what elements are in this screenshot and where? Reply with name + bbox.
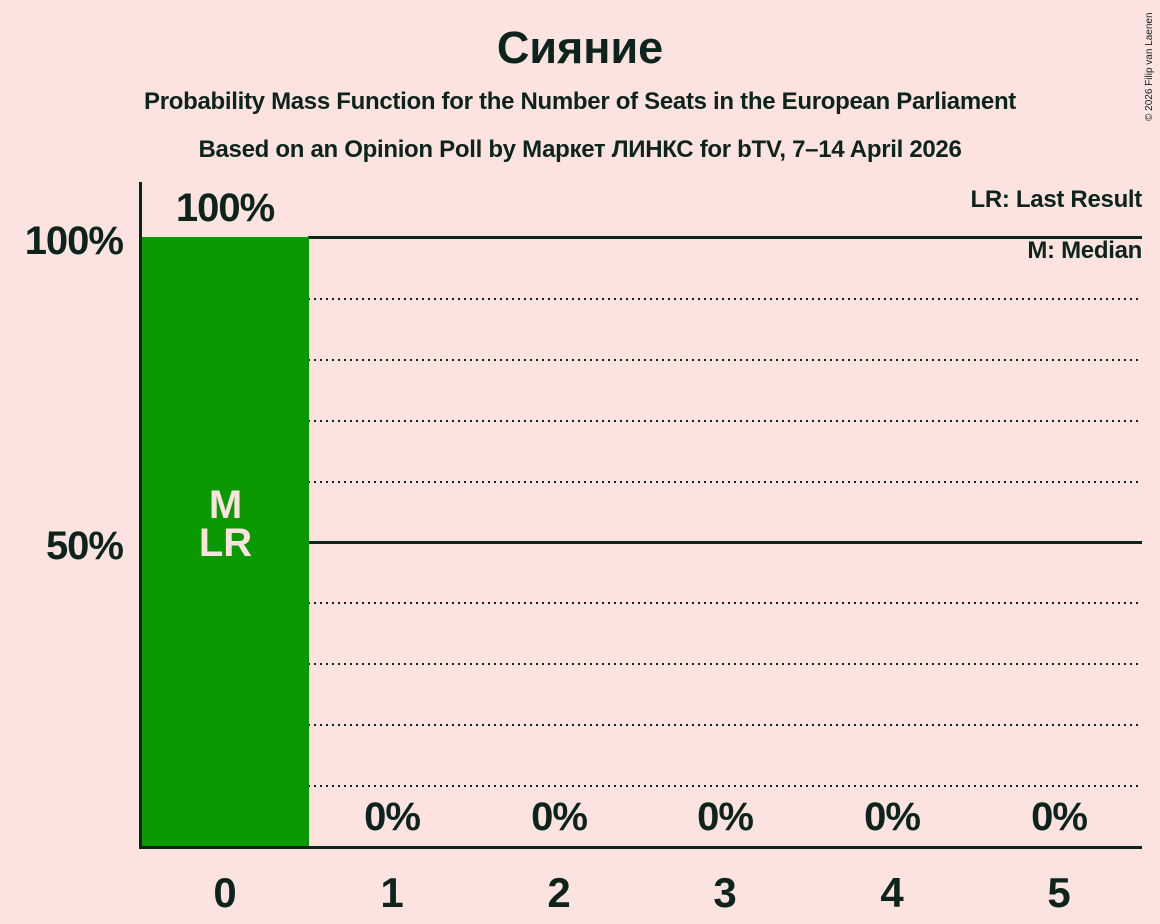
x-tick-label-2: 2 (547, 869, 571, 916)
x-tick-label-3: 3 (713, 869, 737, 916)
legend-last-result: LR: Last Result (970, 186, 1142, 213)
bar-annotation-line-M: M (208, 483, 243, 527)
y-tick-label-100: 100% (24, 219, 124, 263)
chart-subtitle: Probability Mass Function for the Number… (143, 88, 1016, 115)
bar-value-label-3: 0% (697, 795, 754, 839)
bar-value-label-1: 0% (364, 795, 421, 839)
gridline-dotted-60 (308, 481, 1142, 483)
x-tick-label-1: 1 (380, 869, 404, 916)
gridline-solid-100 (308, 236, 1142, 239)
x-tick-label-4: 4 (880, 869, 904, 916)
bar-annotation-line-LR: LR (198, 521, 253, 565)
bar-0 (142, 237, 309, 846)
x-tick-label-0: 0 (213, 869, 237, 916)
x-tick-label-5: 5 (1047, 869, 1071, 916)
gridline-dotted-30 (308, 663, 1142, 665)
gridline-solid-50 (308, 541, 1142, 544)
gridline-dotted-70 (308, 420, 1142, 422)
bar-value-label-2: 0% (531, 795, 588, 839)
y-axis-line (139, 182, 142, 849)
gridline-dotted-20 (308, 724, 1142, 726)
bar-value-label-0: 100% (175, 186, 275, 230)
gridline-dotted-40 (308, 602, 1142, 604)
x-axis-line (139, 846, 1142, 849)
bar-annotation-0: M LR (142, 483, 309, 565)
page-title: Сияние (496, 22, 664, 73)
y-tick-label-50: 50% (45, 524, 124, 568)
bar-value-label-4: 0% (864, 795, 921, 839)
legend-median: M: Median (1027, 237, 1142, 264)
gridline-dotted-80 (308, 359, 1142, 361)
gridline-dotted-90 (308, 298, 1142, 300)
bar-value-label-5: 0% (1031, 795, 1088, 839)
gridline-dotted-10 (308, 785, 1142, 787)
chart-source-line: Based on an Opinion Poll by Маркет ЛИНКС… (198, 136, 962, 163)
